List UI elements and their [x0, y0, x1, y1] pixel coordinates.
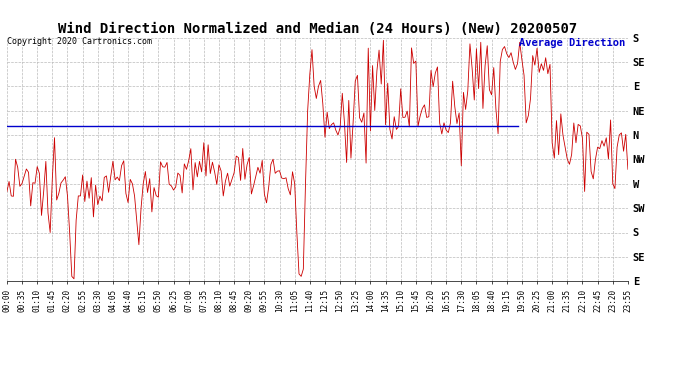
- Text: Average Direction: Average Direction: [520, 38, 626, 48]
- Title: Wind Direction Normalized and Median (24 Hours) (New) 20200507: Wind Direction Normalized and Median (24…: [58, 22, 577, 36]
- Text: Copyright 2020 Cartronics.com: Copyright 2020 Cartronics.com: [7, 38, 152, 46]
